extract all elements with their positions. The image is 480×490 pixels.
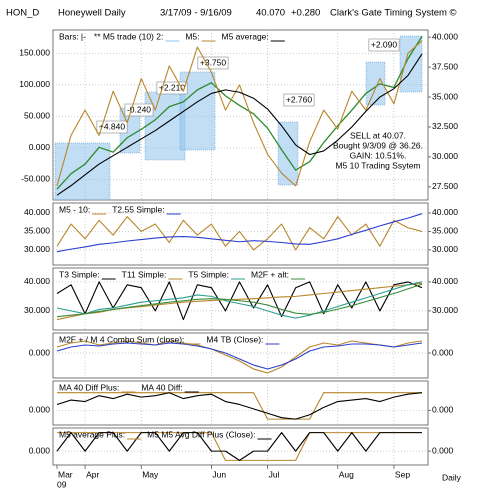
y-tick-label: 100.000 (19, 79, 50, 89)
series-line (56, 213, 423, 253)
panel-frame (52, 427, 429, 466)
legend-label: M5 M5 Avg Diff Plus (Close): (147, 429, 255, 439)
y-tick-label: 0.000 (29, 142, 51, 152)
y2-tick-label: 0.000 (432, 347, 454, 357)
legend-label: M2F + alt: (251, 269, 289, 279)
panel-frame (52, 29, 429, 201)
period-label: Daily (442, 472, 462, 482)
series-line (56, 53, 423, 196)
last-price: 40.070 (256, 8, 285, 19)
x-tick-label: Mar (58, 469, 73, 479)
price-change: +0.280 (291, 8, 320, 19)
trade-label: +2.760 (286, 94, 313, 104)
legend-label: M5: (185, 31, 199, 41)
series-line (56, 281, 423, 319)
y2-tick-label: 32.500 (432, 121, 458, 131)
trade-box (365, 61, 386, 106)
trade-label-box (368, 38, 400, 52)
trade-box (144, 91, 186, 161)
trade-label-box (96, 120, 128, 134)
legend-label: MA 40 Diff Plus: (59, 382, 119, 392)
y-tick-label: 0.000 (29, 405, 51, 415)
instrument-name: Honeywell Daily (58, 8, 126, 19)
series-line (56, 342, 423, 370)
legend-label: MA 40 Diff: (141, 382, 182, 392)
legend-label: T2.55 Simple: (112, 204, 164, 214)
x-tick-label: Sep (395, 469, 410, 479)
trade-label: +2.210 (159, 82, 186, 92)
legend-label: M5 - 10: (59, 204, 90, 214)
x-tick-label: Jul (269, 469, 280, 479)
y-tick-label: 30.000 (24, 244, 50, 254)
y2-tick-label: 35.000 (432, 91, 458, 101)
series-line (56, 432, 422, 461)
y-tick-label: 40.000 (24, 276, 50, 286)
y-tick-label: 30.000 (24, 305, 50, 315)
y2-tick-label: 30.000 (432, 305, 458, 315)
y-tick-label: 0.000 (29, 445, 51, 455)
legend-label: T11 Simple: (122, 269, 167, 279)
date-range: 3/17/09 - 9/16/09 (160, 8, 232, 19)
y-tick-label: 0.000 (29, 347, 51, 357)
series-line (56, 216, 423, 251)
panel-frame (52, 380, 429, 426)
x-tick-label: Apr (86, 469, 99, 479)
trade-label: +3.750 (200, 57, 227, 67)
trade-label: +4.840 (99, 121, 126, 131)
trade-label-box (283, 93, 315, 107)
legend-label: M2F + / M 4 Combo Sum (close): (59, 334, 184, 344)
note-line: M5 10 Trading Ssytem (335, 160, 420, 170)
trade-box (277, 121, 299, 186)
series-line (56, 36, 423, 190)
y2-tick-label: 40.000 (432, 31, 458, 41)
y-tick-label: 40.000 (24, 207, 50, 217)
y2-tick-label: 30.000 (432, 244, 458, 254)
series-line (56, 283, 423, 318)
trade-label: +2.090 (371, 39, 398, 49)
legend-label: M5 average Plus: (59, 429, 125, 439)
y2-tick-label: 35.000 (432, 226, 458, 236)
panel-frame (52, 202, 429, 266)
legend-label: M4 TB (Close): (206, 334, 263, 344)
series-line (56, 340, 423, 374)
y2-tick-label: 40.000 (432, 276, 458, 286)
y2-tick-label: 30.000 (432, 151, 458, 161)
system-name: Clark's Gate Timing System © (330, 8, 457, 19)
series-line (56, 392, 423, 420)
legend-symbol: |- (81, 31, 86, 41)
note-line: Bought 9/3/09 @ 36.26. (333, 140, 423, 150)
y-tick-label: 150.000 (19, 48, 50, 58)
note-line: SELL at 40.07. (350, 130, 406, 140)
legend-label: Bars: (59, 31, 79, 41)
series-line (56, 40, 423, 187)
legend-label: ** M5 trade (10) 2: (94, 31, 163, 41)
y2-tick-label: 0.000 (432, 405, 454, 415)
series-line (57, 392, 422, 420)
x-tick-label: Aug (339, 469, 354, 479)
panel-frame (52, 332, 429, 379)
legend-label: T5 Simple: (188, 269, 229, 279)
y-tick-label: 35.000 (24, 226, 50, 236)
y2-tick-label: 40.000 (432, 207, 458, 217)
x-tick-label: May (142, 469, 159, 479)
y-tick-label: -50.000 (21, 174, 50, 184)
x-sublabel: 09 (57, 479, 67, 489)
trade-label: -0.240 (127, 104, 151, 114)
series-line (56, 281, 423, 321)
symbol: HON_D (6, 8, 39, 19)
y2-tick-label: 0.000 (432, 445, 454, 455)
y2-tick-label: 37.500 (432, 61, 458, 71)
y2-tick-label: 27.500 (432, 181, 458, 191)
legend-label: M5 average: (222, 31, 269, 41)
x-tick-label: Jun (212, 469, 226, 479)
trade-label-box (197, 56, 229, 70)
note-line: GAIN: 10.51%. (350, 150, 407, 160)
legend-label: T3 Simple: (59, 269, 100, 279)
y-tick-label: 50.000 (24, 111, 50, 121)
